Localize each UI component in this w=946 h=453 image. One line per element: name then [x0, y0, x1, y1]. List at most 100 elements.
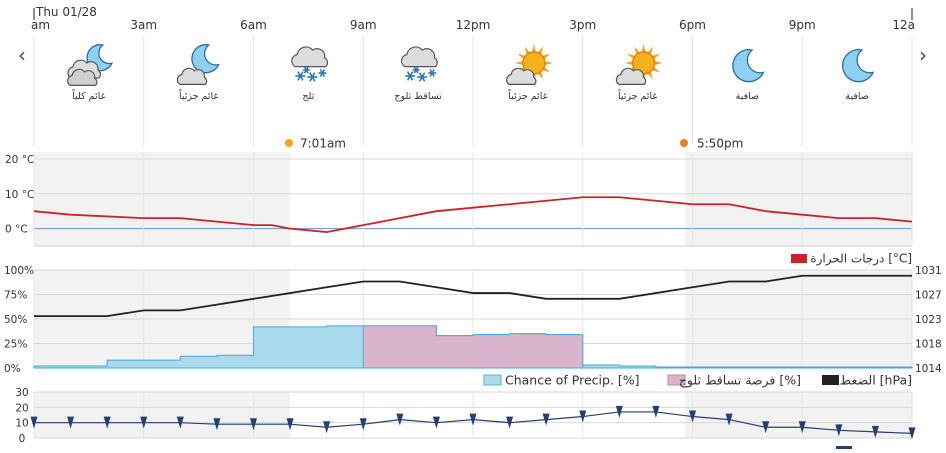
flake-stroke [406, 71, 414, 81]
moon-cloud-icon [67, 44, 114, 86]
sun-ray [624, 61, 633, 65]
chart-frame [33, 8, 913, 20]
pressure-legend-swatch [822, 375, 839, 385]
date-label: Thu 01/28 [35, 5, 97, 19]
flake-stroke [297, 71, 304, 81]
cloud-shape [291, 46, 329, 68]
precip-tick-label: 0% [4, 363, 21, 375]
temp-tick-label: 10 °C [5, 189, 34, 201]
wind-direction-arrow [542, 413, 550, 426]
wind-direction-arrow [140, 416, 148, 429]
sun-ray [654, 61, 663, 65]
wind-tick-label: 0 [19, 433, 26, 445]
flake-stroke [418, 72, 426, 82]
condition-label: تساقط ثلوج [394, 91, 442, 102]
flake-stroke [319, 69, 326, 77]
flake-stroke [429, 69, 435, 77]
wind-direction-arrow [286, 418, 294, 431]
time-label: 12a [892, 18, 915, 32]
moon-shape [732, 49, 765, 83]
moon-icon [841, 49, 875, 83]
wind-direction-arrow [615, 405, 623, 418]
sun-ray [514, 61, 524, 65]
condition-label: غائم جزئياً [618, 89, 657, 102]
precip-tick-label: 75% [4, 290, 27, 302]
night-shade [685, 152, 912, 246]
cloud-shape [506, 67, 537, 85]
condition-label: صافية [736, 91, 759, 102]
temperature-legend: درجات الحرارة [°C] [791, 252, 912, 267]
wind-direction-arrow [506, 416, 514, 429]
wind-chart: 30 20 10 0 [15, 387, 916, 449]
pressure-tick-label: 1018 [915, 339, 942, 351]
wind-direction-arrow [323, 421, 331, 434]
time-label: 3pm [569, 18, 596, 32]
pressure-line [34, 274, 912, 318]
wind-direction-arrow [250, 418, 257, 431]
night-shade [34, 152, 291, 246]
snow-legend-swatch [667, 374, 686, 386]
pressure-tick-label: 1023 [915, 314, 942, 326]
cloud-shape [176, 67, 208, 85]
sunrise-time: 7:01am [300, 137, 346, 151]
wind-direction-arrow [908, 427, 916, 440]
time-label: 12pm [456, 18, 491, 32]
wind-direction-arrow [762, 421, 770, 434]
moon-partly-cloudy-icon [176, 44, 220, 85]
wind-direction-arrow [30, 416, 38, 429]
pressure-tick-label: 1014 [915, 363, 942, 375]
wind-direction-arrow [176, 416, 184, 429]
wind-direction-arrow [725, 413, 733, 426]
wind-direction-arrow [689, 410, 696, 423]
wind-legend-swatch [836, 446, 852, 449]
wind-direction-arrow [359, 418, 367, 431]
pressure-tick-label: 1027 [915, 290, 942, 302]
wind-direction-arrow [103, 416, 111, 429]
condition-label: صافية [845, 91, 868, 102]
time-label: 9pm [789, 18, 816, 32]
temp-legend-label: درجات الحرارة [°C] [810, 252, 912, 267]
prev-button[interactable]: ‹ [18, 43, 26, 67]
sunset-icon [680, 139, 688, 147]
precip-pressure-chart: 100% 1031 75% 1027 50% 1023 25% 1018 0% 1014 [4, 265, 942, 375]
snow-icon [291, 46, 329, 82]
wind-tick-label: 30 [15, 387, 28, 399]
cloud-shape [67, 68, 98, 86]
temperature-chart: 20 °C 10 °C 0 °C [5, 152, 913, 247]
flake-stroke [309, 72, 316, 82]
conditions-row: غائم كلياً غائم جزئياً ثلج تساقط ثلوج غائم ج… [67, 44, 875, 102]
precip-legend-swatch [483, 374, 502, 386]
next-button[interactable]: › [919, 43, 927, 67]
precip-tick-label: 100% [4, 265, 34, 277]
sunset-time: 5:50pm [697, 137, 743, 151]
condition-label: غائم كلياً [72, 89, 105, 102]
time-label: 3am [130, 18, 157, 32]
wind-direction-arrow [213, 418, 221, 431]
condition-label: غائم جزئياً [508, 89, 547, 102]
wind-direction-arrow [469, 413, 477, 426]
moon-icon [732, 49, 765, 83]
temp-tick-label: 0 °C [5, 224, 28, 236]
sun-partly-cloudy-icon [506, 44, 553, 85]
pressure-legend-label: الضغط [hPa] [840, 373, 912, 388]
moon-shape [191, 44, 220, 74]
night-shade [34, 392, 291, 438]
moon-shape [841, 49, 875, 83]
temperature-line [33, 196, 913, 233]
time-label: 6pm [679, 18, 706, 32]
wind-direction-arrow [871, 425, 879, 438]
snow-area [34, 325, 912, 369]
sun-partly-cloudy-icon [615, 44, 663, 85]
wind-direction-arrow [652, 405, 660, 418]
condition-label: ثلج [302, 91, 314, 102]
precip-legend-label: Chance of Precip. [%] [505, 373, 640, 388]
wind-direction-arrow [798, 421, 806, 434]
time-label: 9am [350, 18, 377, 32]
wind-direction-arrow [67, 416, 75, 429]
precip-tick-label: 25% [4, 339, 27, 351]
wind-tick-label: 10 [15, 418, 28, 430]
night-shade [685, 392, 912, 438]
sun-ray [544, 61, 553, 65]
condition-label: غائم جزئياً [179, 89, 218, 102]
